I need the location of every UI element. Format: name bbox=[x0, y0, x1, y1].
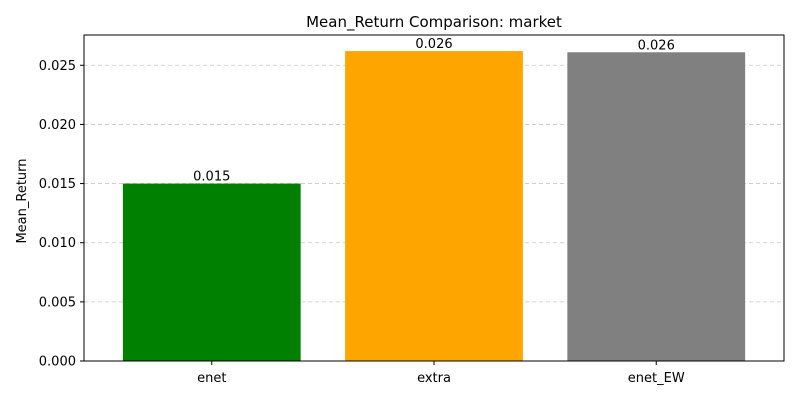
bar-value-label: 0.026 bbox=[415, 37, 452, 52]
data-labels: 0.015 0.026 0.026 bbox=[193, 37, 675, 184]
y-tick-label: 0.025 bbox=[39, 59, 76, 74]
bar-value-label: 0.026 bbox=[638, 38, 675, 53]
x-tick-label: extra bbox=[417, 371, 451, 386]
bar-enet-ew bbox=[567, 52, 746, 361]
bar-value-label: 0.015 bbox=[193, 170, 230, 185]
y-tick-label: 0.015 bbox=[39, 177, 76, 192]
axes: 0.000 0.005 0.010 0.015 0.020 0.025 enet extra e… bbox=[39, 34, 785, 386]
bar-extra bbox=[345, 51, 523, 361]
y-tick-label: 0.005 bbox=[39, 295, 76, 310]
x-tick-label: enet bbox=[197, 371, 226, 386]
bars bbox=[122, 51, 746, 361]
y-tick-label: 0.010 bbox=[39, 236, 76, 251]
y-tick-label: 0.020 bbox=[39, 118, 76, 133]
chart-title: Mean_Return Comparison: market bbox=[306, 13, 562, 32]
plot-frame bbox=[83, 34, 785, 362]
y-tick-label: 0.000 bbox=[39, 355, 76, 370]
x-tick-label: enet_EW bbox=[628, 371, 685, 386]
bar-enet bbox=[122, 183, 301, 361]
y-axis-label: Mean_Return bbox=[15, 158, 30, 243]
